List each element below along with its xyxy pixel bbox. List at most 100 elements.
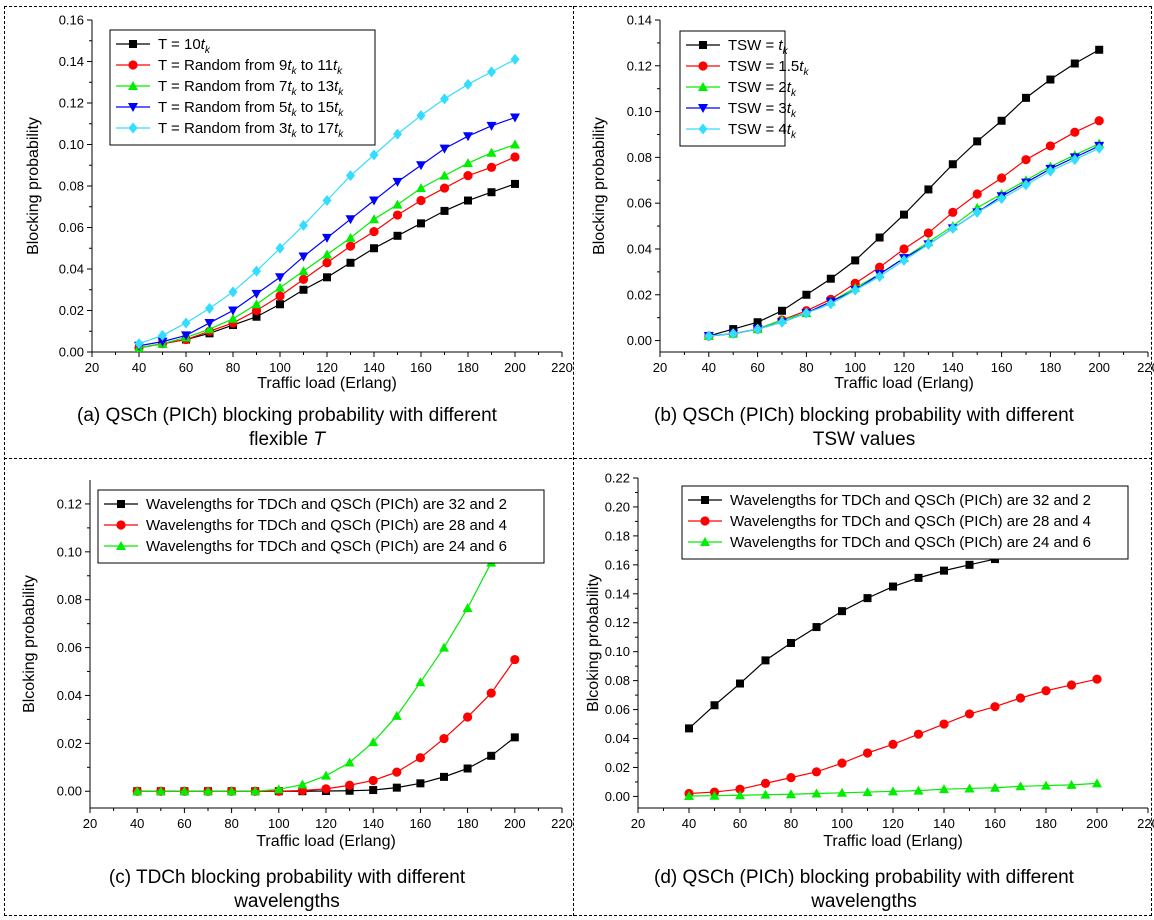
y-tick-label: 0.16 (605, 557, 630, 572)
x-tick-label: 100 (269, 360, 291, 375)
data-point (710, 701, 719, 710)
data-point (346, 258, 355, 267)
legend-text-sub: k (292, 87, 298, 98)
data-point (972, 206, 982, 218)
data-point (1066, 680, 1077, 690)
legend-text-part: T = Random from 5 (158, 99, 287, 116)
legend-marker (128, 103, 138, 112)
data-point (416, 161, 426, 171)
data-point (276, 300, 284, 309)
y-tick-label: 0.12 (627, 58, 652, 73)
legend-marker (700, 516, 710, 526)
data-point (851, 256, 860, 265)
data-point (345, 786, 354, 795)
data-point (1045, 141, 1055, 151)
axes: 20 40 60 80 100 120 140 160 180 200 220 0.00 0.02 0.0… (627, 13, 1154, 376)
data-point (439, 642, 449, 652)
data-point (416, 183, 426, 193)
legend-text-var: t (287, 57, 292, 74)
data-point (1046, 75, 1055, 84)
x-tick-label: 60 (177, 816, 191, 831)
legend-text-part: Wavelengths for TDCh and QSCh (PICh) are… (730, 513, 1091, 530)
legend-text-var: t (334, 120, 339, 137)
legend-box (109, 29, 376, 146)
data-point (811, 767, 822, 777)
legend-text-sub: k (338, 87, 344, 98)
y-tick-label: 0.10 (627, 104, 652, 119)
legend-text-sub: k (791, 130, 797, 141)
legend-text-var: t (787, 79, 792, 96)
data-point (875, 233, 884, 242)
legend-box (679, 30, 786, 147)
data-point (228, 313, 238, 323)
legend-item: TSW = 4tk (686, 121, 797, 141)
data-point (345, 215, 356, 225)
data-point (416, 195, 426, 206)
data-point (368, 775, 378, 786)
y-tick-label: 0.08 (59, 179, 84, 194)
x-tick-label: 80 (226, 360, 240, 375)
y-tick-label: 0.10 (605, 644, 630, 659)
legend-text-sub: k (803, 67, 809, 78)
data-point (440, 772, 448, 781)
y-tick-label: 0.08 (605, 673, 630, 688)
x-axis-label: Traffic load (Erlang) (834, 375, 974, 392)
y-tick-label: 0.04 (605, 731, 630, 746)
legend-text-part: T = Random from 9 (158, 57, 287, 74)
data-point (462, 603, 473, 613)
legend-marker (128, 122, 138, 134)
data-point (837, 758, 847, 768)
data-point (486, 121, 497, 131)
data-point (728, 328, 738, 340)
data-point (370, 244, 378, 253)
data-point (369, 786, 378, 795)
x-tick-label: 40 (130, 816, 144, 831)
data-point (1015, 781, 1026, 791)
data-point (345, 241, 356, 251)
chart-panel-b: 20 40 60 80 100 120 140 160 180 200 220 0.00 0.02 0.0… (574, 0, 1154, 458)
legend-text-var: t (201, 36, 206, 53)
data-point (899, 244, 909, 254)
chart-d-svg: 20 40 60 80 100 120 140 160 180 200 220 0.00 0.02 0.0… (585, 471, 1154, 851)
y-tick-label: 0.08 (627, 150, 652, 165)
data-point (251, 299, 262, 309)
legend-text-sub: k (791, 109, 797, 120)
data-point (463, 171, 473, 181)
legend-text-part: TSW = 1.5 (728, 58, 799, 75)
data-point (463, 78, 473, 90)
y-tick-label: 0.02 (57, 736, 82, 751)
caption-d-line1: (d) QSCh (PICh) blocking probability wit… (654, 867, 1074, 888)
data-point (510, 53, 520, 65)
data-point (415, 753, 425, 763)
x-tick-label: 160 (410, 360, 432, 375)
legend: Wavelengths for TDCh and QSCh (PICh) are… (97, 489, 545, 564)
legend-item: Wavelengths for TDCh and QSCh (PICh) are… (104, 538, 507, 555)
data-point (510, 139, 520, 149)
data-point (415, 677, 426, 687)
legend-marker (701, 496, 709, 504)
legend-item: Wavelengths for TDCh and QSCh (PICh) are… (688, 534, 1091, 551)
y-tick-label: 0.04 (627, 241, 652, 256)
data-point (345, 780, 355, 790)
series-line (708, 120, 1100, 337)
data-point (1041, 686, 1051, 696)
y-tick-label: 0.00 (59, 345, 84, 360)
x-tick-label: 200 (504, 816, 526, 831)
data-point (463, 764, 472, 773)
data-point (391, 710, 402, 720)
data-point (1021, 179, 1031, 191)
y-tick-label: 0.14 (605, 586, 630, 601)
series-line (708, 147, 1100, 337)
y-tick-label: 0.06 (59, 220, 84, 235)
legend-text-var: t (334, 99, 339, 116)
x-tick-label: 180 (1035, 816, 1057, 831)
y-tick-label: 0.02 (605, 760, 630, 775)
x-axis-label: Traffic load (Erlang) (823, 833, 963, 850)
x-tick-label: 60 (733, 816, 747, 831)
data-point (157, 337, 168, 347)
legend-text-part: Wavelengths for TDCh and QSCh (PICh) are… (146, 538, 507, 555)
legend-label: Wavelengths for TDCh and QSCh (PICh) are… (146, 496, 507, 513)
data-point (369, 196, 379, 206)
data-point (899, 254, 909, 266)
